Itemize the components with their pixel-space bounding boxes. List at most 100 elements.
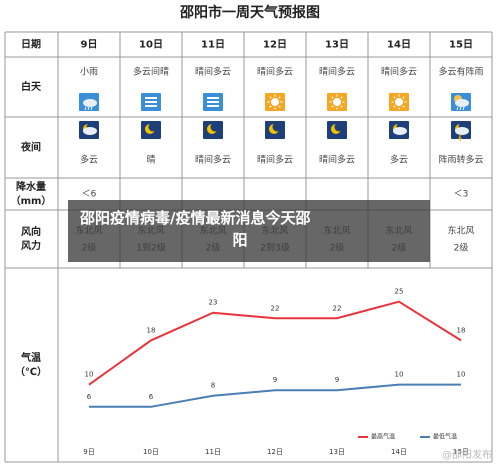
precip: ＜3 (454, 190, 469, 200)
data-label: 6 (87, 393, 92, 401)
data-label: 22 (271, 304, 280, 312)
data-label: 8 (211, 382, 215, 390)
icon-ray (269, 105, 272, 108)
row-label: 白天 (21, 80, 42, 93)
weather-icon (79, 93, 99, 111)
date: 10日 (139, 39, 163, 51)
night-weather: 阵雨转多云 (438, 154, 483, 166)
weather-icon (265, 121, 285, 139)
day-weather: 小雨 (80, 67, 98, 78)
row-label: 日期 (21, 38, 41, 51)
icon-ray (331, 105, 334, 108)
x-tick-label: 12日 (267, 448, 283, 456)
overlay-text: 邵阳疫情病毒/疫情最新消息今天邵阳 (79, 209, 310, 249)
weather-icon (141, 93, 161, 111)
date: 11日 (201, 39, 225, 51)
weather-icon (79, 121, 99, 139)
day-weather: 晴间多云 (319, 66, 355, 78)
icon-sun (395, 98, 403, 106)
series-line (89, 383, 461, 408)
icon-sun (333, 98, 341, 106)
icon-ray (393, 105, 396, 108)
icon-moon-cut (272, 122, 282, 132)
data-label: 18 (457, 326, 466, 334)
row-label: 夜间 (20, 141, 41, 154)
data-label: 23 (209, 299, 218, 307)
weather-icon (451, 93, 471, 111)
data-label: 10 (85, 371, 94, 379)
data-label: 25 (395, 288, 404, 296)
icon-cloud (455, 127, 469, 135)
day-weather: 晴间多云 (381, 66, 417, 78)
weather-icon (389, 93, 409, 111)
data-label: 18 (147, 326, 156, 334)
day-weather: 多云间晴 (133, 66, 169, 78)
icon-drop (456, 106, 459, 111)
icon-drop (84, 106, 87, 111)
day-weather: 晴间多云 (195, 66, 231, 78)
legend-label: 最高气温 (371, 433, 395, 441)
wind-dir: 东北风 (447, 225, 474, 237)
date: 13日 (325, 39, 349, 51)
icon-moon-cut (334, 122, 344, 132)
icon-sun (271, 98, 279, 106)
row-label: 降水量（mm） (11, 180, 52, 207)
x-tick-label: 10日 (143, 448, 159, 456)
weather-icon (141, 121, 161, 139)
date: 12日 (263, 39, 287, 51)
icon-ray (269, 96, 272, 99)
data-label: 10 (395, 371, 404, 379)
icon-ray (393, 96, 396, 99)
night-weather: 晴间多云 (195, 154, 231, 166)
data-label: 9 (273, 376, 277, 384)
icon-moon-cut (210, 122, 220, 132)
icon-drop (87, 106, 90, 111)
icon-ray (340, 105, 343, 108)
icon-ray (402, 96, 405, 99)
icon-cloud (393, 127, 407, 135)
icon-moon-cut (148, 122, 158, 132)
icon-line (145, 101, 157, 103)
icon-bolt (458, 133, 462, 142)
wind-force: 2级 (454, 242, 469, 254)
data-label: 10 (457, 371, 466, 379)
weather-icon (451, 121, 471, 142)
icon-ray (402, 105, 405, 108)
weather-icon (389, 121, 409, 139)
legend-label: 最低气温 (433, 433, 457, 441)
icon-ray (278, 105, 281, 108)
weather-icon (327, 121, 347, 139)
icon-drop (462, 106, 465, 111)
icon-line (145, 97, 157, 99)
date: 9日 (81, 39, 98, 51)
precip: ＜6 (82, 190, 97, 200)
date: 14日 (387, 39, 411, 51)
icon-ray (340, 96, 343, 99)
icon-cloud (455, 99, 469, 107)
weather-icon (265, 93, 285, 111)
icon-line (207, 105, 219, 107)
day-weather: 多云有阵雨 (438, 66, 483, 78)
x-tick-label: 13日 (329, 448, 345, 456)
day-weather: 晴间多云 (257, 66, 293, 78)
icon-drop (459, 106, 462, 111)
icon-ray (331, 96, 334, 99)
night-weather: 晴间多云 (257, 154, 293, 166)
icon-drop (90, 106, 93, 111)
data-label: 9 (335, 376, 339, 384)
data-label: 6 (149, 393, 154, 401)
title: 邵阳市一周天气预报图 (179, 4, 320, 21)
data-label: 22 (333, 304, 342, 312)
watermark: @邵阳发布 (442, 448, 492, 461)
night-weather: 多云 (390, 154, 408, 166)
x-tick-label: 11日 (205, 448, 221, 456)
x-tick-label: 9日 (83, 448, 94, 456)
night-weather: 多云 (80, 154, 98, 166)
icon-cloud (83, 127, 97, 135)
weather-icon (203, 121, 223, 139)
night-weather: 晴间多云 (319, 154, 355, 166)
icon-ray (278, 96, 281, 99)
icon-cloud (83, 99, 97, 107)
series-line (88, 300, 462, 386)
